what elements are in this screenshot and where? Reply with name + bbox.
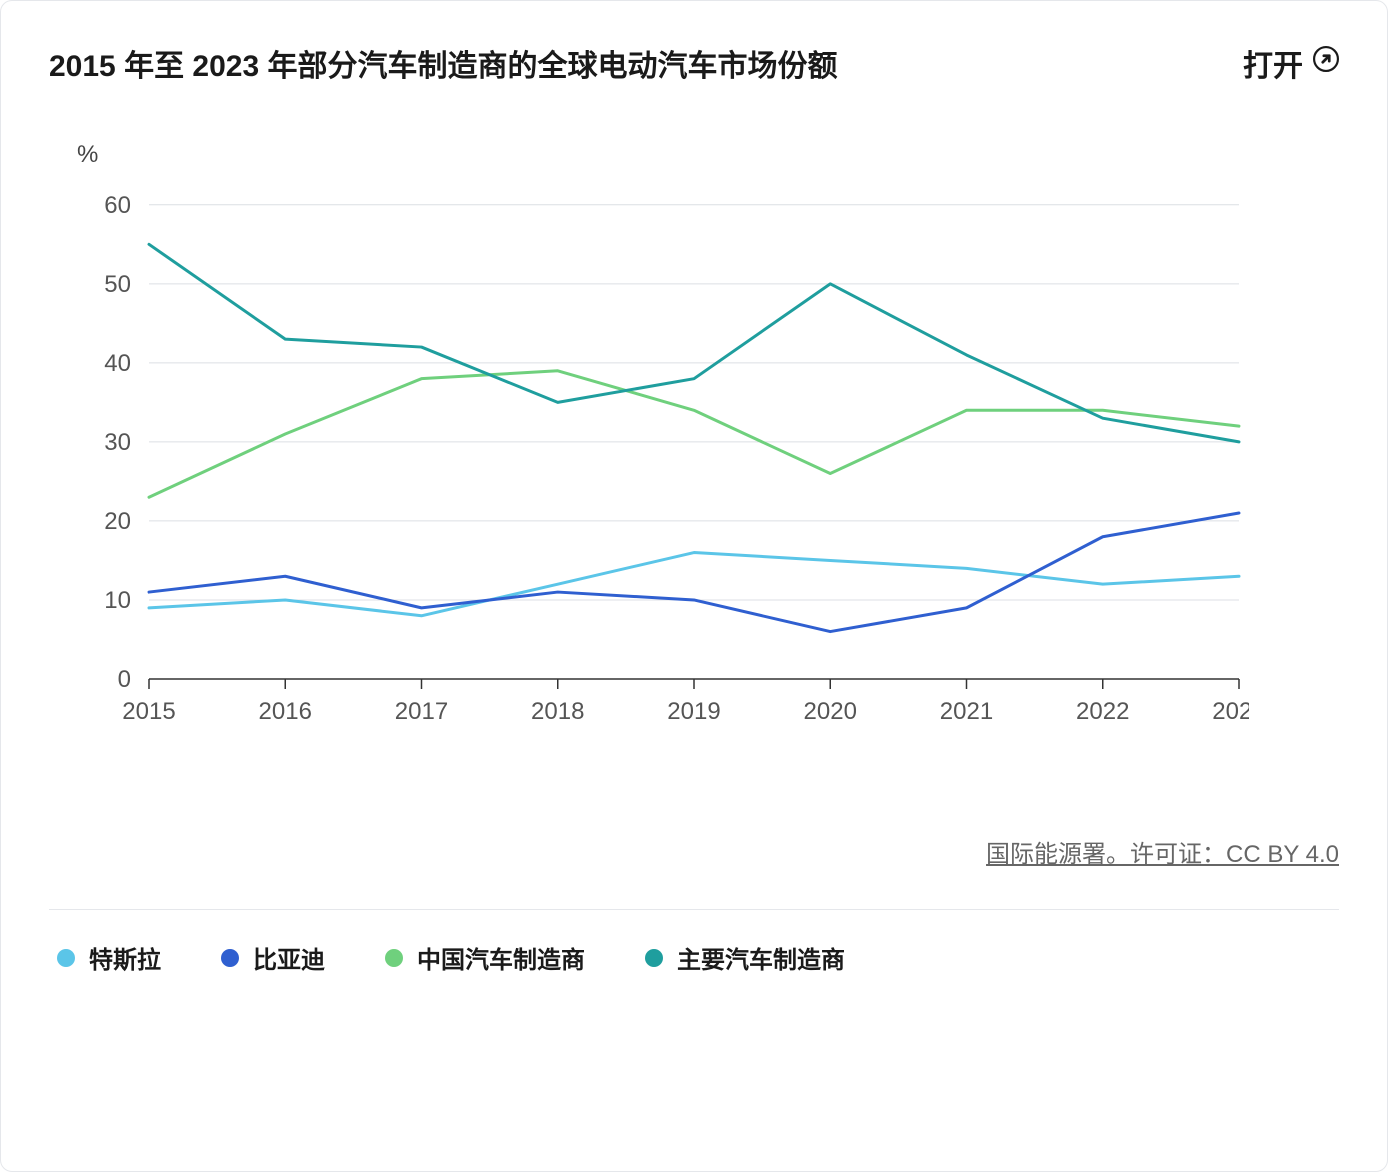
y-tick-label: 20 [104,508,131,535]
card-header: 2015 年至 2023 年部分汽车制造商的全球电动汽车市场份额 打开 [49,41,1339,85]
legend-swatch [57,949,75,967]
legend-item-tesla[interactable]: 特斯拉 [57,940,161,975]
legend-item-china_oems[interactable]: 中国汽车制造商 [385,940,585,975]
line-chart-svg: 0 10 20 30 40 50 60 2015 2016 2017 2018 2019 2020 202… [49,179,1249,739]
x-tick-label: 2016 [259,698,312,725]
y-tick-label: 40 [104,350,131,377]
y-tick-label: 0 [118,666,131,693]
x-tick-label: 2017 [395,698,448,725]
series-line-major_oems [149,244,1239,442]
y-axis-unit: % [77,141,1339,169]
legend-separator [49,909,1339,910]
x-tick-label: 2020 [804,698,857,725]
expand-icon [1313,46,1339,80]
x-tick-label: 2018 [531,698,584,725]
x-tick-label: 2015 [122,698,175,725]
legend-swatch [645,949,663,967]
legend-item-major_oems[interactable]: 主要汽车制造商 [645,940,845,975]
legend-label: 比亚迪 [253,940,325,975]
chart-card: 2015 年至 2023 年部分汽车制造商的全球电动汽车市场份额 打开 % 0 1… [0,0,1388,1172]
legend-swatch [385,949,403,967]
legend-swatch [221,949,239,967]
open-button-label: 打开 [1243,41,1303,85]
x-tick-label: 2023 [1212,698,1249,725]
legend-label: 中国汽车制造商 [417,940,585,975]
series-line-byd [149,513,1239,632]
y-tick-label: 50 [104,271,131,298]
y-tick-label: 10 [104,587,131,614]
y-tick-label: 60 [104,192,131,219]
legend-item-byd[interactable]: 比亚迪 [221,940,325,975]
x-tick-label: 2021 [940,698,993,725]
y-tick-label: 30 [104,429,131,456]
x-tick-label: 2019 [667,698,720,725]
legend-label: 主要汽车制造商 [677,940,845,975]
x-tick-label: 2022 [1076,698,1129,725]
open-button[interactable]: 打开 [1243,41,1339,85]
series-line-china_oems [149,371,1239,497]
chart-title: 2015 年至 2023 年部分汽车制造商的全球电动汽车市场份额 [49,41,837,85]
series-line-tesla [149,553,1239,616]
chart-area: 0 10 20 30 40 50 60 2015 2016 2017 2018 2019 2020 202… [49,179,1339,744]
attribution-link[interactable]: 国际能源署。许可证：CC BY 4.0 [49,834,1339,869]
legend-label: 特斯拉 [89,940,161,975]
legend: 特斯拉 比亚迪 中国汽车制造商 主要汽车制造商 [49,940,1339,975]
